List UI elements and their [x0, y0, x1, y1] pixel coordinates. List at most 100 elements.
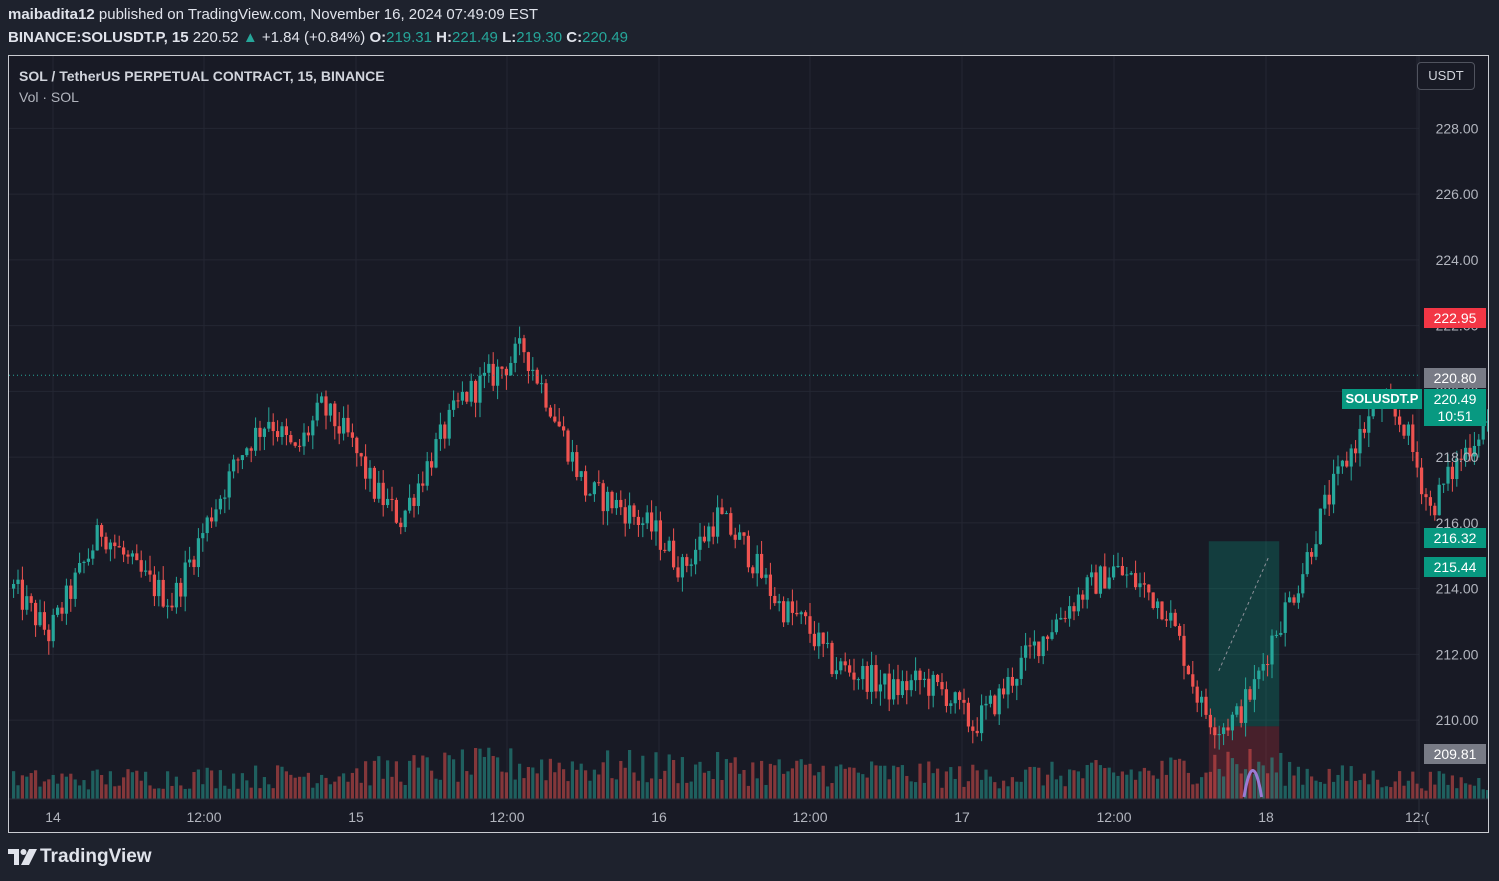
candle-body: [1024, 645, 1028, 658]
time-tick-label: 12:00: [792, 809, 827, 825]
candle-body: [672, 540, 676, 568]
volume-bar: [658, 778, 662, 799]
candle-body: [628, 505, 632, 524]
volume-bar: [821, 765, 825, 799]
candle-body: [500, 366, 504, 369]
volume-bar: [1186, 772, 1190, 799]
candle-body: [170, 605, 174, 608]
candle-body: [522, 338, 526, 353]
candle-body: [240, 455, 244, 461]
volume-bar: [161, 788, 165, 799]
candle-body: [689, 564, 693, 566]
volume-bar: [1261, 765, 1265, 799]
candle-body: [1002, 688, 1006, 695]
time-tick-label: 15: [348, 809, 364, 825]
volume-bar: [412, 755, 416, 799]
candle-body: [962, 699, 966, 703]
candle-body: [25, 596, 29, 610]
candle-body: [161, 579, 165, 607]
candle-body: [971, 726, 975, 731]
candle-body: [183, 562, 187, 597]
candle-body: [113, 542, 117, 547]
chart-frame[interactable]: 228.00226.00224.00222.00220.00218.00216.…: [8, 55, 1489, 833]
candle-body: [346, 417, 350, 433]
volume-bar: [1125, 774, 1129, 799]
chart-title[interactable]: SOL / TetherUS PERPETUAL CONTRACT, 15, B…: [19, 68, 385, 84]
volume-bar: [478, 748, 482, 799]
candle-body: [1068, 606, 1072, 619]
candle-body: [372, 467, 376, 499]
volume-bar: [870, 761, 874, 799]
volume-bar: [936, 768, 940, 799]
time-tick-label: 12:00: [186, 809, 221, 825]
candle-body: [271, 421, 275, 432]
high-label: H:: [436, 29, 452, 46]
volume-bar: [144, 771, 148, 799]
volume-bar: [588, 780, 592, 799]
volume-bar: [1310, 776, 1314, 799]
candle-body: [205, 517, 209, 534]
volume-bar: [597, 774, 601, 799]
volume-bar: [1094, 760, 1098, 799]
candle-body: [773, 595, 777, 604]
candle-body: [166, 605, 170, 607]
volume-bar: [1481, 789, 1485, 799]
volume-bar: [839, 764, 843, 799]
candle-body: [78, 562, 82, 573]
volume-legend[interactable]: Vol · SOL: [19, 89, 79, 105]
volume-bar: [804, 764, 808, 799]
volume-bar: [944, 771, 948, 799]
tradingview-logo[interactable]: TradingView: [8, 846, 152, 868]
candle-body: [328, 403, 332, 416]
candle-body: [1120, 565, 1124, 576]
candle-body: [1270, 635, 1274, 665]
candle-body: [1371, 403, 1375, 417]
volume-bar: [636, 780, 640, 799]
volume-bar: [896, 767, 900, 799]
volume-bar: [531, 767, 535, 799]
candle-body: [645, 512, 649, 524]
volume-bar: [1015, 781, 1019, 799]
volume-bar: [962, 786, 966, 799]
candle-body: [790, 601, 794, 613]
volume-bar: [606, 750, 610, 799]
candle-body: [368, 467, 372, 479]
volume-bar: [1239, 773, 1243, 799]
candle-body: [214, 509, 218, 522]
tradingview-logo-icon: [8, 849, 37, 865]
candle-body: [1019, 657, 1023, 679]
volume-bar: [416, 767, 420, 799]
candle-body: [504, 368, 508, 376]
candle-body: [1406, 424, 1410, 436]
candle-body: [148, 570, 152, 575]
volume-bar: [1446, 784, 1450, 799]
tradingview-wordmark: TradingView: [40, 846, 152, 867]
volume-bar: [214, 788, 218, 799]
symbol-price-tag: SOLUSDT.P: [1342, 389, 1422, 409]
candle-body: [540, 383, 544, 385]
candle-body: [1274, 634, 1278, 636]
volume-bar: [909, 781, 913, 799]
volume-bar: [949, 767, 953, 799]
candle-body: [1252, 679, 1256, 700]
volume-bar: [918, 763, 922, 799]
candle-body: [210, 517, 214, 522]
volume-bar: [104, 784, 108, 799]
candle-body: [1191, 674, 1195, 687]
candle-body: [1455, 458, 1459, 480]
currency-unit-button[interactable]: USDT: [1417, 62, 1475, 90]
publisher-name[interactable]: maibadita12: [8, 6, 95, 23]
candle-body: [130, 553, 134, 557]
volume-bar: [1433, 784, 1437, 799]
price-chart[interactable]: 228.00226.00224.00222.00220.00218.00216.…: [9, 56, 1489, 833]
candle-body: [531, 369, 535, 372]
candle-body: [936, 674, 940, 683]
candle-body: [1486, 421, 1488, 423]
volume-bar: [1147, 770, 1151, 799]
candle-body: [1358, 428, 1362, 454]
volume-bar: [1358, 780, 1362, 799]
time-tick-label: 14: [45, 809, 61, 825]
volume-bar: [333, 781, 337, 799]
candle-body: [746, 535, 750, 568]
volume-bar: [614, 779, 618, 799]
